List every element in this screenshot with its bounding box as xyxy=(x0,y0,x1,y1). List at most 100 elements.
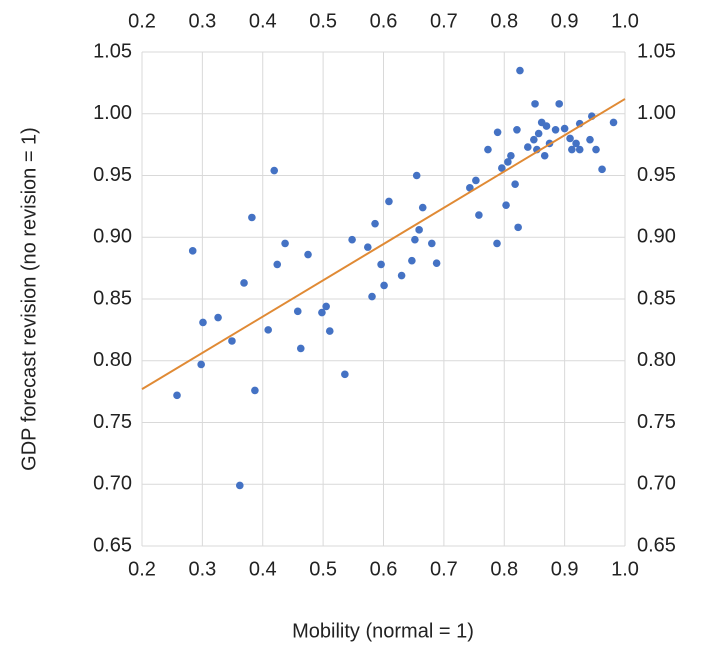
point xyxy=(523,143,532,151)
point xyxy=(493,128,502,137)
trend-line xyxy=(141,98,626,391)
point xyxy=(566,134,574,143)
point xyxy=(293,307,302,316)
point xyxy=(348,235,356,244)
point xyxy=(240,279,248,287)
point xyxy=(251,386,259,395)
point xyxy=(415,226,423,234)
point xyxy=(236,481,244,490)
point xyxy=(586,135,594,144)
y-tick-label-right: 0.85 xyxy=(637,287,676,309)
point xyxy=(412,171,421,180)
point xyxy=(296,344,305,353)
point xyxy=(304,250,312,259)
point xyxy=(507,151,515,160)
point xyxy=(377,260,385,269)
point xyxy=(214,313,222,322)
point xyxy=(199,318,207,327)
y-tick-label: 1.05 xyxy=(93,40,132,62)
point xyxy=(385,197,393,206)
x-tick-label: 0.5 xyxy=(309,558,337,580)
point xyxy=(325,327,334,335)
point xyxy=(364,243,372,251)
point xyxy=(380,281,388,290)
point xyxy=(502,201,510,209)
x-tick-label-top: 0.6 xyxy=(370,10,398,32)
x-tick-label: 0.7 xyxy=(430,558,458,580)
point xyxy=(572,139,580,148)
point xyxy=(484,145,492,154)
point xyxy=(493,239,501,248)
point xyxy=(568,145,576,154)
point xyxy=(264,326,272,334)
point xyxy=(248,213,256,222)
point xyxy=(516,66,524,75)
y-axis-label: GDP forecast revision (no revision = 1) xyxy=(18,127,40,471)
x-tick-label: 0.4 xyxy=(249,558,277,580)
point xyxy=(466,184,474,192)
point xyxy=(513,126,521,134)
y-tick-label: 1.00 xyxy=(93,102,132,124)
point xyxy=(531,100,539,108)
y-tick-label-right: 1.00 xyxy=(637,102,676,124)
y-tick-label: 0.70 xyxy=(93,473,132,495)
y-tick-label: 0.75 xyxy=(93,411,132,433)
x-tick-label: 0.9 xyxy=(551,558,579,580)
point xyxy=(318,308,326,317)
point xyxy=(504,158,512,166)
y-tick-label-right: 0.65 xyxy=(637,534,676,556)
point xyxy=(475,211,483,219)
point xyxy=(397,271,406,280)
point xyxy=(281,239,289,248)
x-tick-label: 0.6 xyxy=(370,558,398,580)
x-tick-label-top: 0.5 xyxy=(309,10,337,32)
point xyxy=(598,165,606,174)
point xyxy=(368,292,376,301)
point xyxy=(530,135,538,144)
y-tick-label-right: 0.75 xyxy=(637,411,676,433)
x-tick-label-top: 0.7 xyxy=(430,10,458,32)
point xyxy=(408,256,416,265)
point xyxy=(228,337,236,345)
x-tick-label: 1.0 xyxy=(611,558,639,580)
x-tick-label: 0.2 xyxy=(128,558,156,580)
x-tick-label-top: 0.4 xyxy=(249,10,277,32)
x-tick-label-top: 0.9 xyxy=(551,10,579,32)
x-tick-label: 0.8 xyxy=(490,558,518,580)
point xyxy=(540,151,549,160)
point xyxy=(411,235,419,244)
x-tick-label-top: 0.2 xyxy=(128,10,156,32)
y-tick-label-right: 1.05 xyxy=(637,40,676,62)
point xyxy=(511,180,519,188)
point xyxy=(542,122,551,130)
point xyxy=(514,223,522,232)
point xyxy=(560,124,569,133)
x-tick-label-top: 0.8 xyxy=(490,10,518,32)
x-axis-label: Mobility (normal = 1) xyxy=(292,620,474,642)
point xyxy=(197,360,205,369)
point xyxy=(432,259,441,267)
point xyxy=(428,239,436,248)
y-tick-label: 0.95 xyxy=(93,164,132,186)
point xyxy=(418,203,427,212)
y-tick-label: 0.65 xyxy=(93,534,132,556)
point xyxy=(371,219,379,228)
point xyxy=(173,391,181,400)
y-tick-label: 0.90 xyxy=(93,226,132,248)
point xyxy=(341,370,349,379)
point xyxy=(534,129,543,138)
point xyxy=(498,164,506,172)
point xyxy=(592,145,600,154)
y-tick-label: 0.85 xyxy=(93,287,132,309)
point xyxy=(609,118,618,127)
x-tick-label: 0.3 xyxy=(188,558,216,580)
point xyxy=(322,302,330,311)
point xyxy=(575,145,584,154)
point xyxy=(270,166,279,175)
y-tick-label-right: 0.90 xyxy=(637,226,676,248)
y-tick-label-right: 0.70 xyxy=(637,473,676,495)
point xyxy=(188,247,197,255)
x-tick-label-top: 1.0 xyxy=(611,10,639,32)
